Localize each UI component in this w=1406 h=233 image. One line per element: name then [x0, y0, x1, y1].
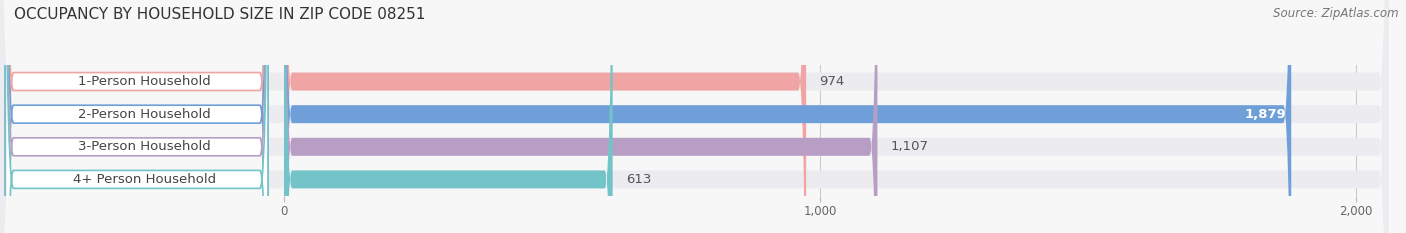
- FancyBboxPatch shape: [284, 0, 1291, 233]
- FancyBboxPatch shape: [284, 0, 806, 233]
- Text: 4+ Person Household: 4+ Person Household: [73, 173, 217, 186]
- FancyBboxPatch shape: [6, 0, 269, 233]
- Text: 2-Person Household: 2-Person Household: [79, 108, 211, 121]
- Text: 1,107: 1,107: [891, 140, 929, 153]
- Text: 1-Person Household: 1-Person Household: [79, 75, 211, 88]
- Text: 1,879: 1,879: [1244, 108, 1286, 121]
- FancyBboxPatch shape: [6, 0, 269, 233]
- Text: 974: 974: [820, 75, 845, 88]
- Text: OCCUPANCY BY HOUSEHOLD SIZE IN ZIP CODE 08251: OCCUPANCY BY HOUSEHOLD SIZE IN ZIP CODE …: [14, 7, 426, 22]
- FancyBboxPatch shape: [6, 0, 269, 233]
- Text: 3-Person Household: 3-Person Household: [79, 140, 211, 153]
- Text: Source: ZipAtlas.com: Source: ZipAtlas.com: [1274, 7, 1399, 20]
- Text: 613: 613: [626, 173, 651, 186]
- FancyBboxPatch shape: [6, 0, 269, 233]
- FancyBboxPatch shape: [284, 0, 877, 233]
- FancyBboxPatch shape: [284, 0, 613, 233]
